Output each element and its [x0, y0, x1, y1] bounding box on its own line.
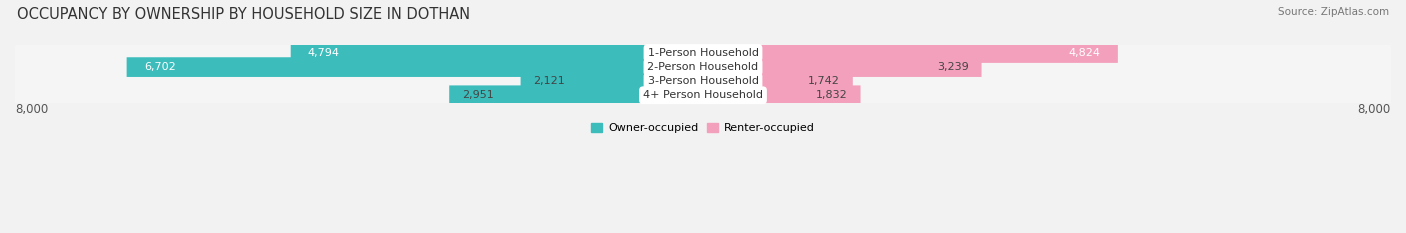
FancyBboxPatch shape [15, 84, 1391, 106]
FancyBboxPatch shape [15, 86, 1391, 105]
FancyBboxPatch shape [703, 57, 981, 77]
FancyBboxPatch shape [15, 42, 1391, 64]
FancyBboxPatch shape [291, 43, 703, 63]
FancyBboxPatch shape [703, 86, 860, 105]
Legend: Owner-occupied, Renter-occupied: Owner-occupied, Renter-occupied [592, 123, 814, 133]
Text: 1,742: 1,742 [808, 76, 839, 86]
Text: 2,951: 2,951 [463, 90, 494, 100]
FancyBboxPatch shape [15, 71, 1391, 91]
FancyBboxPatch shape [15, 70, 1391, 92]
Text: 3-Person Household: 3-Person Household [648, 76, 758, 86]
Text: 2,121: 2,121 [533, 76, 565, 86]
Text: 6,702: 6,702 [143, 62, 176, 72]
Text: 4,794: 4,794 [308, 48, 340, 58]
Text: 4,824: 4,824 [1069, 48, 1101, 58]
Text: Source: ZipAtlas.com: Source: ZipAtlas.com [1278, 7, 1389, 17]
Text: 3,239: 3,239 [936, 62, 969, 72]
Text: 4+ Person Household: 4+ Person Household [643, 90, 763, 100]
FancyBboxPatch shape [703, 71, 853, 91]
Text: 2-Person Household: 2-Person Household [647, 62, 759, 72]
Text: 8,000: 8,000 [15, 103, 48, 116]
FancyBboxPatch shape [15, 56, 1391, 78]
FancyBboxPatch shape [520, 71, 703, 91]
FancyBboxPatch shape [15, 57, 1391, 77]
FancyBboxPatch shape [449, 86, 703, 105]
FancyBboxPatch shape [703, 43, 1118, 63]
FancyBboxPatch shape [15, 43, 1391, 63]
Text: 1,832: 1,832 [815, 90, 848, 100]
FancyBboxPatch shape [127, 57, 703, 77]
Text: 8,000: 8,000 [1358, 103, 1391, 116]
Text: OCCUPANCY BY OWNERSHIP BY HOUSEHOLD SIZE IN DOTHAN: OCCUPANCY BY OWNERSHIP BY HOUSEHOLD SIZE… [17, 7, 470, 22]
Text: 1-Person Household: 1-Person Household [648, 48, 758, 58]
